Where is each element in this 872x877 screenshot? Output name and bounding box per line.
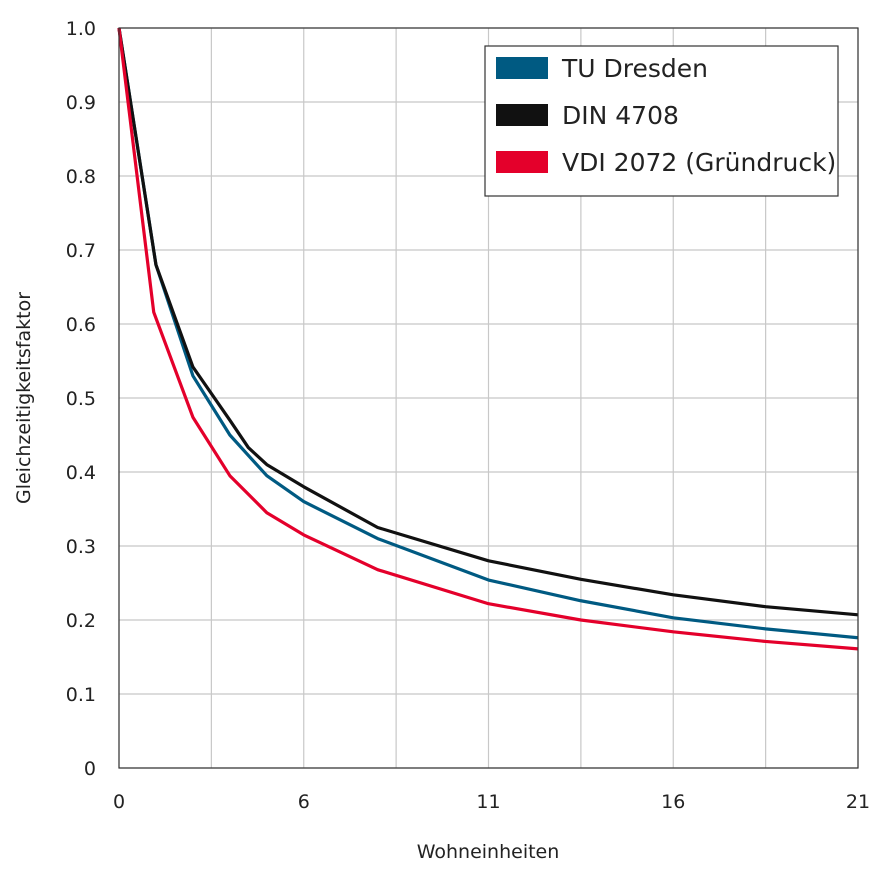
y-axis-ticks: 0 0.1 0.2 0.3 0.4 0.5 0.6 0.7 0.8 0.9 1.0 [66,18,96,780]
x-tick-label: 6 [298,791,310,813]
legend-label: DIN 4708 [562,101,679,130]
y-tick-label: 0 [84,758,96,780]
y-tick-label: 0.6 [66,314,96,336]
y-tick-label: 0.9 [66,92,96,114]
x-axis-ticks: 0 6 11 16 21 [113,791,870,813]
legend-items: TU Dresden DIN 4708 VDI 2072 (Gründruck) [496,54,836,177]
x-tick-label: 0 [113,791,125,813]
series-line [117,27,859,651]
legend: TU Dresden DIN 4708 VDI 2072 (Gründruck) [484,45,839,197]
x-tick-label: 21 [846,791,870,813]
y-tick-label: 0.7 [66,240,96,262]
y-tick-label: 0.2 [66,610,96,632]
y-tick-label: 0.4 [66,462,96,484]
x-tick-label: 11 [476,791,500,813]
series-lines [117,27,859,651]
x-tick-label: 16 [661,791,685,813]
y-tick-label: 0.5 [66,388,96,410]
legend-label: VDI 2072 (Gründruck) [562,148,836,177]
y-tick-label: 0.1 [66,684,96,706]
y-tick-label: 0.3 [66,536,96,558]
legend-label: TU Dresden [561,54,708,83]
y-tick-label: 1.0 [66,18,96,40]
y-axis-label: Gleichzeitigkeitsfaktor [13,292,35,504]
legend-swatch [496,151,548,173]
x-axis-label: Wohneinheiten [417,841,560,863]
series-line [117,27,859,640]
y-tick-label: 0.8 [66,166,96,188]
plot-frame [118,27,859,769]
legend-swatch [496,57,548,79]
series-line [117,27,859,617]
legend-swatch [496,104,548,126]
